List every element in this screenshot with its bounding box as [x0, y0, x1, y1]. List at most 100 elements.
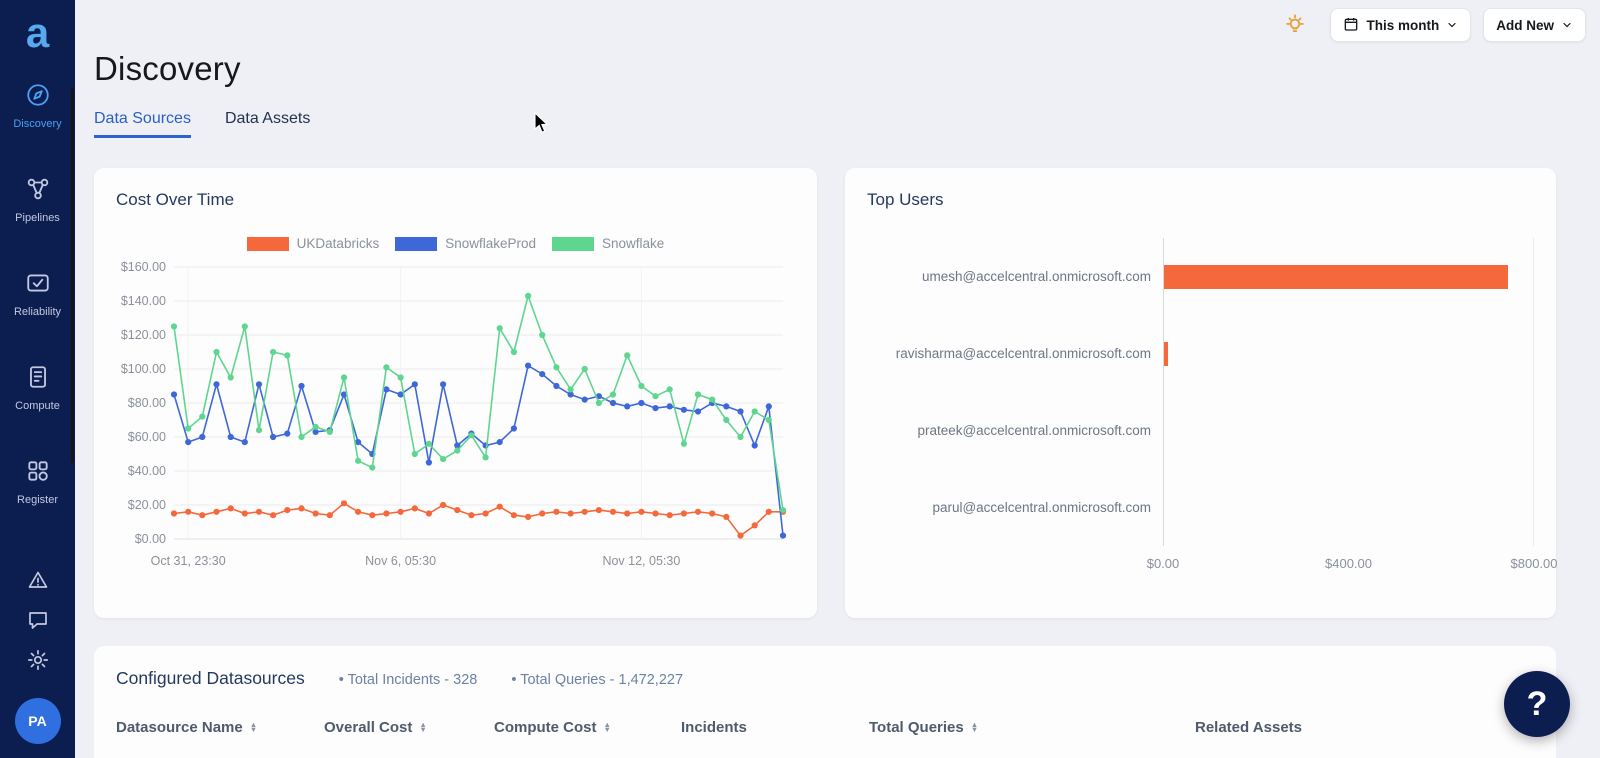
card-title: Top Users [867, 190, 944, 209]
legend-item[interactable]: Snowflake [552, 236, 664, 251]
sort-icon[interactable]: ▲ ▼ [603, 719, 611, 734]
tab-data-assets[interactable]: Data Assets [224, 110, 311, 127]
help-button[interactable]: ? [1504, 671, 1570, 737]
bar-track [1163, 392, 1534, 469]
total-incidents-stat: Total Incidents - 328 [339, 672, 478, 688]
register-icon [25, 458, 51, 489]
pipelines-icon [25, 176, 51, 207]
user-avatar[interactable]: PA [14, 698, 61, 744]
top-users-card: Top Users umesh@accelcentral.onmicrosoft… [845, 168, 1558, 618]
column-header-datasource-name[interactable]: Datasource Name ▲ ▼ [116, 719, 324, 736]
column-label: Related Assets [1195, 719, 1302, 736]
card-title: Cost Over Time [116, 190, 235, 209]
compass-icon [25, 82, 51, 113]
column-header-incidents: Incidents [681, 719, 869, 736]
column-header-compute-cost[interactable]: Compute Cost ▲ ▼ [494, 719, 681, 736]
svg-text:$0.00: $0.00 [135, 532, 166, 546]
cost-over-time-card: Cost Over Time UKDatabricks SnowflakeProd… [94, 168, 817, 618]
cost-over-time-chart[interactable]: $0.00 $20.00 $40.00 $60.00 $80.00 $100.00 $120… [116, 255, 795, 575]
bar-category-label: umesh@accelcentral.onmicrosoft.com [921, 269, 1151, 284]
settings-gear-icon[interactable] [26, 648, 50, 672]
add-new-label: Add New [1496, 17, 1554, 33]
svg-text:Nov 6, 05:30: Nov 6, 05:30 [365, 554, 436, 568]
datasources-header: Configured Datasources Total Incidents -… [116, 668, 1534, 689]
column-header-related-assets: Related Assets [1195, 719, 1534, 736]
sidebar-item-label: Register [17, 494, 58, 506]
total-queries-stat: Total Queries - 1,472,227 [511, 672, 683, 688]
sidebar-item-discovery[interactable]: Discovery [0, 82, 75, 130]
axis-tick-label: $0.00 [1146, 556, 1180, 571]
bar-category-label: ravisharma@accelcentral.onmicrosoft.com [895, 346, 1151, 361]
column-label: Compute Cost [494, 719, 597, 736]
sort-icon[interactable]: ▲ ▼ [249, 719, 258, 734]
bar-axis: $0.00 $400.00 $800.00 [1147, 556, 1558, 582]
axis-tick-label: $800.00 [1510, 556, 1558, 571]
add-new-button[interactable]: Add New [1483, 8, 1586, 42]
legend-item[interactable]: SnowflakeProd [395, 236, 536, 251]
svg-text:$60.00: $60.00 [128, 430, 166, 444]
bar-row: umesh@accelcentral.onmicrosoft.com [867, 238, 1534, 315]
legend-label: UKDatabricks [296, 236, 380, 251]
bar-track [1163, 315, 1534, 392]
column-label: Incidents [681, 719, 747, 736]
svg-text:$40.00: $40.00 [128, 464, 166, 478]
column-header-total-queries[interactable]: Total Queries ▲ ▼ [869, 719, 1195, 736]
sidebar-item-label: Discovery [13, 118, 62, 130]
legend-label: SnowflakeProd [445, 236, 537, 251]
column-label: Datasource Name [116, 719, 243, 736]
reliability-icon [25, 270, 51, 301]
bar-rows: umesh@accelcentral.onmicrosoft.com ravish… [867, 238, 1534, 546]
top-users-chart: umesh@accelcentral.onmicrosoft.com ravish… [867, 238, 1558, 582]
svg-text:$20.00: $20.00 [128, 498, 166, 512]
configured-datasources-section: Configured Datasources Total Incidents -… [94, 646, 1556, 758]
bar-category-label: prateek@accelcentral.onmicrosoft.com [917, 423, 1151, 438]
section-title: Configured Datasources [116, 668, 305, 688]
svg-text:$100.00: $100.00 [121, 362, 166, 376]
svg-text:$160.00: $160.00 [121, 260, 166, 274]
legend-swatch [395, 236, 438, 251]
alert-icon[interactable] [26, 568, 50, 592]
tab-bar: Data Sources Data Assets [94, 110, 1556, 138]
bar-row: parul@accelcentral.onmicrosoft.com [867, 469, 1534, 546]
period-selector-button[interactable]: This month [1330, 8, 1472, 42]
compute-icon [25, 364, 51, 395]
svg-text:$80.00: $80.00 [128, 396, 166, 410]
app-logo[interactable]: a [25, 9, 50, 56]
sort-icon[interactable]: ▲ ▼ [970, 719, 979, 734]
chat-icon[interactable] [26, 608, 50, 632]
svg-text:$140.00: $140.00 [121, 294, 166, 308]
sidebar-footer: PA [14, 568, 61, 758]
bar[interactable] [1164, 341, 1168, 366]
legend-swatch [552, 236, 595, 251]
chevron-down-icon [1446, 19, 1458, 31]
sidebar-item-label: Reliability [13, 306, 62, 318]
bar-row: prateek@accelcentral.onmicrosoft.com [867, 392, 1534, 469]
page-title: Discovery [94, 50, 241, 87]
table-header-row: Datasource Name ▲ ▼ Overall Cost ▲ ▼ Compute C… [116, 719, 1534, 736]
sidebar-item-register[interactable]: Register [0, 458, 75, 506]
bar-track [1163, 238, 1534, 315]
legend-item[interactable]: UKDatabricks [246, 236, 380, 251]
legend-swatch [246, 236, 289, 251]
bar-row: ravisharma@accelcentral.onmicrosoft.com [867, 315, 1534, 392]
sidebar-item-pipelines[interactable]: Pipelines [0, 176, 75, 224]
tab-data-sources[interactable]: Data Sources [94, 110, 191, 138]
sidebar-item-reliability[interactable]: Reliability [0, 270, 75, 318]
column-header-overall-cost[interactable]: Overall Cost ▲ ▼ [324, 719, 494, 736]
topbar: This month Add New [1282, 8, 1586, 42]
calendar-icon [1343, 16, 1359, 35]
chart-legend: UKDatabricks SnowflakeProd Snowflake [116, 236, 795, 251]
sidebar-item-label: Compute [15, 400, 60, 412]
lightbulb-icon[interactable] [1282, 12, 1308, 38]
column-label: Overall Cost [324, 719, 413, 736]
legend-label: Snowflake [602, 236, 665, 251]
bar[interactable] [1164, 264, 1508, 289]
main-content: This month Add New Discovery Data Source… [75, 0, 1600, 758]
sidebar-nav: Discovery Pipelines Reliability [0, 82, 75, 506]
chevron-down-icon [1561, 19, 1573, 31]
sidebar-item-compute[interactable]: Compute [0, 364, 75, 412]
axis-tick-label: $400.00 [1325, 556, 1372, 571]
sidebar-scrollbar[interactable] [71, 88, 74, 463]
sidebar-item-label: Pipelines [15, 212, 60, 224]
sort-icon[interactable]: ▲ ▼ [419, 719, 427, 734]
